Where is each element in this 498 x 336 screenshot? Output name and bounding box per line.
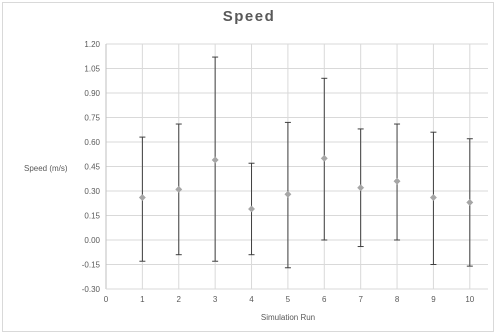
y-tick-label: -0.30	[82, 285, 101, 294]
x-tick-label: 8	[395, 295, 400, 304]
y-tick-label: 0.00	[84, 236, 100, 245]
data-points	[138, 154, 474, 213]
y-tick-label: 0.15	[84, 212, 100, 221]
x-tick-label: 6	[322, 295, 327, 304]
error-bars	[139, 56, 473, 269]
x-axis-label: Simulation Run	[261, 313, 315, 322]
x-tick-label: 5	[286, 295, 291, 304]
y-tick-label: 0.75	[84, 114, 100, 123]
y-axis-ticks: 1.20 1.05 0.90 0.75 0.60 0.45 0.30 0.15 0.00 -0.1…	[82, 40, 101, 294]
x-tick-label: 10	[465, 295, 474, 304]
y-tick-label: -0.15	[82, 261, 101, 270]
y-tick-label: 0.30	[84, 187, 100, 196]
y-tick-label: 1.05	[84, 65, 100, 74]
data-point	[138, 193, 146, 202]
data-point	[175, 185, 183, 193]
y-tick-label: 1.20	[84, 40, 100, 49]
x-tick-label: 7	[358, 295, 363, 304]
data-point	[429, 193, 437, 202]
x-tick-label: 9	[431, 295, 436, 304]
data-point	[466, 198, 474, 206]
y-tick-label: 0.90	[84, 89, 100, 98]
x-tick-label: 2	[177, 295, 182, 304]
gridlines	[105, 43, 488, 290]
x-tick-label: 4	[249, 295, 254, 304]
data-point	[393, 177, 401, 185]
y-tick-label: 0.60	[84, 138, 100, 147]
data-point	[357, 184, 365, 192]
x-tick-label: 0	[104, 295, 109, 304]
y-tick-label: 0.45	[84, 163, 100, 172]
x-tick-label: 1	[140, 295, 145, 304]
data-point	[320, 154, 328, 162]
data-point	[284, 190, 292, 198]
x-tick-label: 3	[213, 295, 218, 304]
x-axis-ticks: 0 1 2 3 4 5 6 7 8 9 10	[104, 295, 475, 304]
chart-title: Speed	[222, 8, 276, 25]
data-point	[211, 156, 219, 164]
data-point	[247, 205, 256, 213]
y-axis-label: Speed (m/s)	[24, 164, 68, 173]
